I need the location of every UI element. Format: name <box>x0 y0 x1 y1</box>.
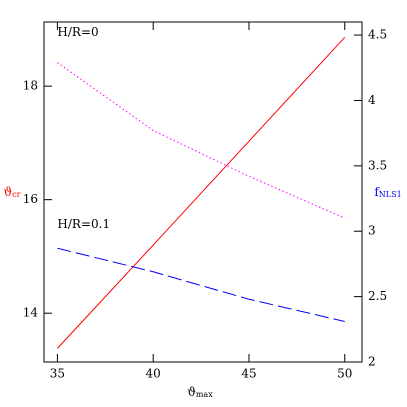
y-tick-label: 16 <box>23 192 38 206</box>
annotation: H/R=0.1 <box>57 217 110 231</box>
y2-label-subscript: NLS1 <box>379 190 402 199</box>
x-tick-label: 40 <box>146 367 161 381</box>
y2-axis-label: fNLS1 <box>374 185 401 200</box>
x-tick-label: 50 <box>337 367 352 381</box>
annotation: H/R=0 <box>57 25 98 39</box>
series-line <box>57 62 345 219</box>
y2-tick-label: 4 <box>368 93 376 107</box>
x-axis-label: ϑmax <box>187 385 213 400</box>
series-line <box>57 36 346 349</box>
y2-tick-label: 2.5 <box>368 289 387 303</box>
y2-tick-label: 2 <box>368 355 376 369</box>
series-line <box>57 247 345 322</box>
y2-tick-label: 3 <box>368 224 376 238</box>
plot-frame <box>43 21 363 363</box>
y-tick-label: 18 <box>23 79 38 93</box>
y-label-symbol: ϑ <box>4 185 13 199</box>
x-label-subscript: max <box>196 390 213 399</box>
y-axis-label: ϑcr <box>4 185 21 200</box>
x-label-symbol: ϑ <box>187 385 196 399</box>
y2-tick-label: 4.5 <box>368 28 387 42</box>
y-tick-label: 14 <box>23 306 39 320</box>
x-tick-label: 45 <box>241 367 256 381</box>
y2-label-symbol: f <box>374 185 380 199</box>
y2-tick-label: 3.5 <box>368 158 387 172</box>
y-label-subscript: cr <box>12 190 20 199</box>
x-tick-label: 35 <box>50 367 65 381</box>
